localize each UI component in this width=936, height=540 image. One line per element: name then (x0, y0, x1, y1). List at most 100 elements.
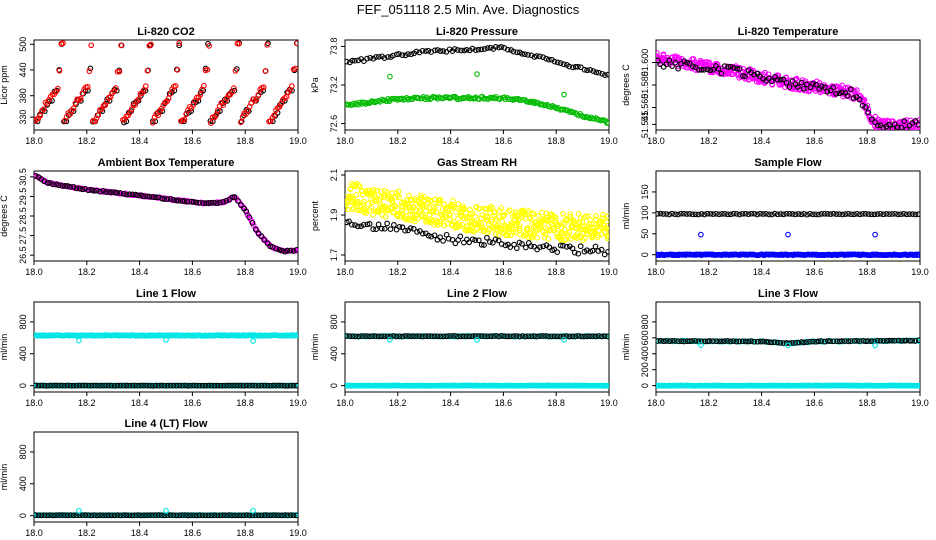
data-point (437, 196, 444, 203)
x-tick-label: 18.2 (700, 267, 718, 277)
panel-title: Line 4 (LT) Flow (125, 418, 208, 430)
data-point (727, 211, 734, 218)
data-point (542, 231, 549, 238)
x-tick-label: 19.0 (289, 136, 307, 146)
x-tick-label: 18.6 (184, 136, 202, 146)
data-point (103, 189, 109, 195)
data-point (261, 382, 268, 389)
series-zero-average (34, 382, 298, 389)
data-point (517, 231, 524, 238)
data-point (605, 382, 609, 389)
x-tick-label: 18.0 (25, 267, 43, 277)
data-point (475, 46, 482, 53)
x-tick-label: 19.0 (289, 528, 307, 538)
data-point (789, 211, 796, 217)
data-point (499, 218, 506, 225)
data-point (715, 65, 722, 72)
data-point (387, 73, 393, 80)
data-point (41, 512, 48, 519)
data-point (260, 84, 267, 91)
data-point (454, 96, 460, 102)
data-point (97, 382, 103, 389)
data-point (249, 220, 256, 226)
data-point (813, 211, 819, 218)
data-point (76, 337, 82, 344)
data-point (472, 47, 479, 53)
data-point (193, 199, 200, 206)
data-point (859, 102, 866, 109)
y-tick-label: 600 (640, 330, 650, 345)
data-point (77, 95, 84, 102)
data-point (287, 512, 294, 518)
data-point (546, 333, 552, 340)
data-point (105, 382, 112, 389)
data-point (891, 121, 898, 128)
data-point (769, 211, 775, 218)
data-point (132, 512, 139, 519)
data-point (498, 205, 505, 211)
series-low (345, 93, 609, 126)
data-point (824, 88, 831, 95)
data-point (284, 512, 291, 519)
series-outliers (698, 342, 878, 349)
data-point (484, 214, 491, 221)
x-tick-label: 18.2 (78, 267, 96, 277)
data-point (466, 239, 473, 246)
y-tick-label: 0 (18, 513, 28, 518)
figure-title: FEF_051118 2.5 Min. Ave. Diagnostics (357, 2, 580, 17)
data-point (106, 189, 113, 196)
plot-frame (344, 39, 610, 131)
point-layer (34, 507, 298, 519)
data-point (255, 382, 262, 389)
data-point (389, 198, 396, 204)
data-point (240, 512, 247, 519)
data-point (381, 55, 388, 61)
data-point (496, 333, 502, 340)
data-point (95, 112, 102, 119)
data-point (505, 208, 512, 215)
data-point (420, 204, 427, 211)
data-point (810, 80, 816, 87)
data-point (466, 333, 473, 340)
data-point (557, 60, 564, 66)
data-point (378, 225, 385, 232)
data-point (807, 338, 813, 345)
data-point (449, 333, 455, 339)
data-point (522, 333, 529, 340)
data-point (267, 382, 273, 389)
panel-title: Sample Flow (754, 157, 822, 169)
data-point (681, 338, 687, 345)
data-point (396, 194, 402, 201)
data-point (534, 234, 540, 241)
data-point (368, 204, 375, 211)
data-point (689, 338, 696, 344)
data-point (235, 197, 241, 204)
panel-title: Li-820 Temperature (738, 26, 839, 38)
data-point (795, 211, 802, 217)
data-point (656, 210, 661, 217)
y-tick-label: 51.560 (640, 94, 650, 122)
data-point (62, 183, 68, 189)
data-point (575, 333, 582, 339)
data-point (504, 333, 511, 340)
data-point (560, 333, 567, 340)
data-point (50, 382, 56, 389)
data-point (800, 85, 807, 92)
y-tick-label: 150 (640, 184, 650, 199)
data-point (267, 512, 273, 519)
data-point (727, 338, 734, 345)
data-point (440, 333, 447, 340)
data-point (202, 512, 209, 519)
data-point (117, 512, 124, 519)
data-point (425, 96, 431, 102)
data-point (37, 112, 44, 119)
data-point (460, 215, 467, 221)
data-point (252, 382, 259, 389)
data-point (587, 67, 594, 73)
data-point (476, 205, 483, 212)
data-point (35, 382, 42, 389)
data-point (481, 333, 488, 339)
x-tick-label: 18.0 (25, 136, 43, 146)
y-axis-label: ml/min (0, 464, 9, 491)
data-point (656, 338, 661, 344)
